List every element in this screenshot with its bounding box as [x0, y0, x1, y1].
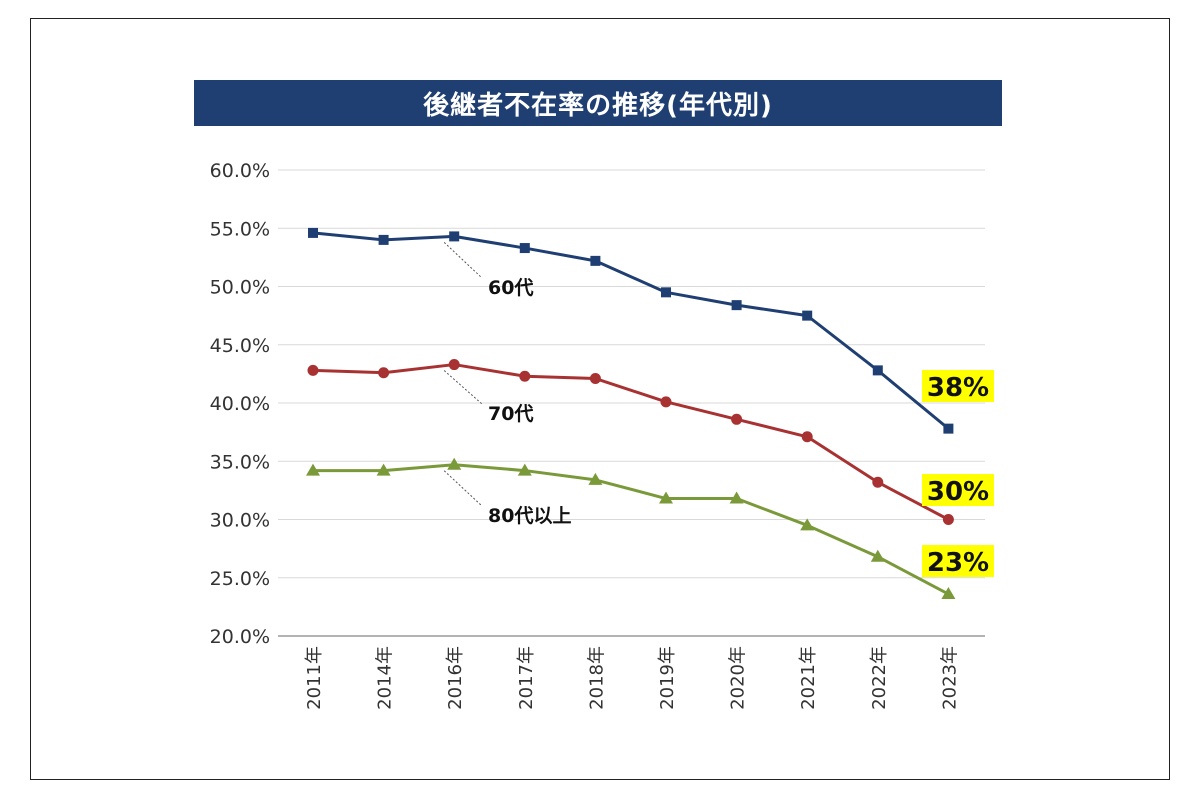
y-tick-label: 30.0%	[210, 510, 270, 532]
leader-line	[443, 470, 483, 507]
x-tick-label: 2017年	[516, 646, 537, 710]
data-point-marker	[306, 463, 320, 476]
data-point-marker	[872, 476, 884, 488]
data-point-marker	[942, 514, 954, 525]
data-point-marker	[588, 472, 603, 485]
data-point-marker	[376, 463, 391, 476]
data-point-marker	[590, 255, 601, 266]
end-label-highlight	[922, 474, 994, 506]
y-tick-label: 45.0%	[210, 335, 270, 357]
chart-frame	[30, 18, 1170, 780]
data-point-marker	[448, 359, 460, 371]
series-line	[312, 231, 950, 430]
x-tick-label: 2019年	[657, 646, 678, 710]
data-point-marker	[447, 457, 462, 470]
y-tick-label: 40.0%	[210, 393, 270, 415]
series-label: 70代	[488, 403, 533, 425]
x-tick-label: 2023年	[939, 646, 960, 710]
data-point-marker	[729, 491, 744, 504]
data-point-marker	[517, 463, 532, 476]
data-point-marker	[802, 310, 813, 321]
data-point-marker	[800, 518, 815, 531]
y-tick-label: 55.0%	[210, 218, 270, 240]
y-tick-label: 20.0%	[210, 626, 270, 648]
x-tick-label: 2011年	[304, 646, 325, 710]
annotations: 60代 70代 80代以上 38% 30% 23%	[443, 242, 994, 578]
series-label: 80代以上	[488, 505, 571, 527]
series-line	[313, 463, 950, 596]
x-tick-label: 2021年	[798, 646, 819, 710]
end-label-highlight	[922, 545, 994, 577]
x-tick-label: 2016年	[445, 646, 466, 710]
data-point-marker	[589, 373, 601, 385]
data-point-marker	[660, 396, 672, 408]
end-label: 23%	[927, 548, 989, 578]
y-tick-label: 25.0%	[210, 568, 270, 590]
data-point-marker	[449, 231, 460, 242]
y-tick-label: 60.0%	[210, 160, 270, 182]
data-point-marker	[519, 370, 531, 382]
data-point-marker	[378, 367, 390, 379]
data-point-marker	[308, 227, 318, 238]
series-group	[306, 227, 956, 600]
data-point-marker	[731, 413, 743, 425]
x-axis-ticks: 2011年 2014年 2016年 2017年 2018年 2019年 2020年 2021年…	[304, 646, 960, 710]
y-axis-ticks: 20.0% 25.0% 30.0% 35.0% 40.0% 45.0% 50.0% 55.0%…	[210, 160, 270, 648]
data-point-marker	[307, 364, 319, 376]
x-tick-label: 2018年	[586, 646, 607, 710]
data-point-marker	[731, 300, 742, 311]
y-tick-label: 35.0%	[210, 451, 270, 473]
end-label-highlight	[922, 370, 994, 402]
end-label: 38%	[927, 373, 989, 403]
gridlines	[278, 169, 985, 637]
series-line	[312, 363, 950, 521]
x-tick-label: 2014年	[375, 646, 396, 710]
x-tick-label: 2022年	[869, 646, 890, 710]
leader-line	[443, 370, 483, 405]
data-point-marker	[941, 587, 956, 600]
data-point-marker	[659, 491, 673, 504]
series-label: 60代	[488, 277, 533, 299]
x-tick-label: 2020年	[728, 646, 749, 710]
data-point-marker	[519, 243, 530, 254]
data-point-marker	[872, 365, 883, 376]
data-point-marker	[661, 287, 671, 298]
data-point-marker	[943, 423, 954, 434]
data-point-marker	[378, 234, 389, 245]
y-tick-label: 50.0%	[210, 277, 270, 299]
data-point-marker	[801, 431, 813, 443]
chart-title: 後継者不在率の推移(年代別)	[194, 80, 1002, 126]
leader-line	[443, 242, 483, 279]
end-label: 30%	[927, 477, 989, 507]
data-point-marker	[870, 549, 885, 562]
